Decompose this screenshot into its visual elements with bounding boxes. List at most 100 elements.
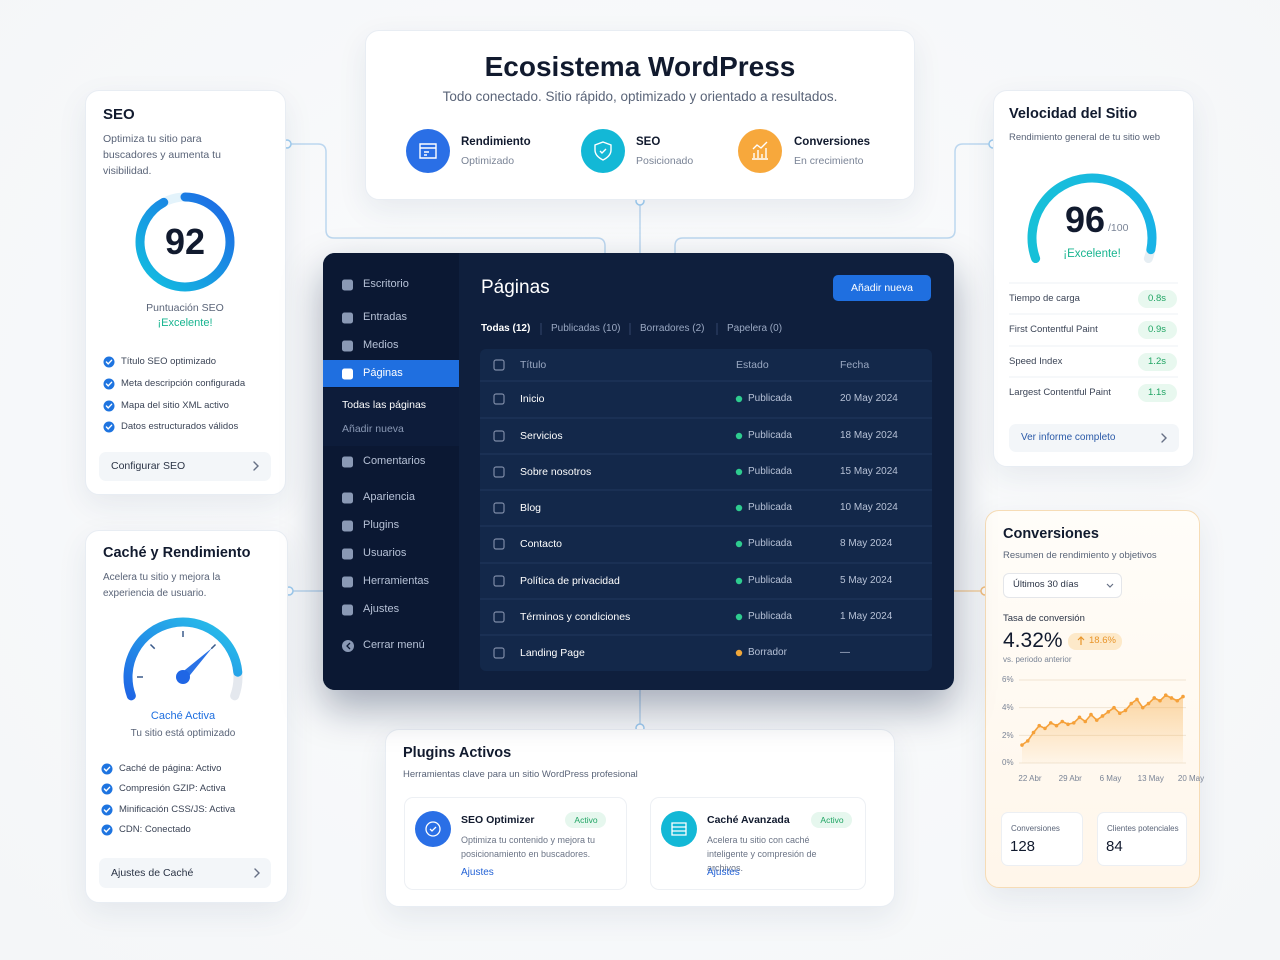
metric-badge [1138,384,1177,402]
column-header: Título [520,358,547,371]
row-status: Publicada [748,430,792,441]
cache-status: Caché Activa [150,710,216,723]
card-title: Velocidad del Sitio [1009,106,1138,123]
row-date: 10 May 2024 [840,502,898,513]
menu-item[interactable]: Páginas [363,367,403,380]
submenu-item[interactable]: Añadir nueva [342,422,404,435]
rate-label: Tasa de conversión [1003,613,1085,625]
score-label: Puntuación SEO [146,301,224,314]
menu-item[interactable]: Comentarios [363,455,426,468]
tab[interactable]: Borradores (2) [640,323,705,334]
tab[interactable]: Todas (12) [481,323,531,334]
row-title[interactable]: Landing Page [520,646,585,659]
y-tick-label: 0% [1002,758,1014,768]
period-label: Últimos 30 días [1013,579,1079,591]
row-title[interactable]: Política de privacidad [520,574,620,587]
row-date: 8 May 2024 [840,538,893,549]
menu-item[interactable]: Apariencia [363,491,415,504]
button-label: Configurar SEO [111,459,186,472]
change-value: 18.6% [1089,635,1116,647]
plugin-badge-label: Activo [820,814,844,825]
row-status: Publicada [748,575,792,586]
rate-value: 4.32% [1003,629,1063,653]
column-header: Fecha [840,358,870,371]
metric-label: First Contentful Paint [1009,324,1098,336]
feature-title: Conversiones [794,136,871,149]
menu-item[interactable]: Plugins [363,519,400,532]
menu-item[interactable]: Escritorio [363,278,409,291]
row-date: — [840,647,850,658]
y-tick-label: 2% [1002,730,1014,740]
admin-title: Páginas [481,276,550,298]
plugin-badge [811,812,852,828]
check-item: Minificación CSS/JS: Activa [119,804,236,816]
row-date: 5 May 2024 [840,575,893,586]
page-subtitle: Todo conectado. Sitio rápido, optimizado… [442,88,838,104]
metric-label: Largest Contentful Paint [1009,387,1111,399]
menu-item[interactable]: Usuarios [363,547,407,560]
button[interactable] [99,858,271,888]
plugin-description: Optimiza tu contenido y mejora tu posici… [461,835,596,859]
row-date: 15 May 2024 [840,466,898,477]
add-button[interactable] [833,275,931,301]
link-button[interactable] [1009,424,1179,452]
score-suffix: /100 [1108,221,1129,234]
feature-sub: En crecimiento [794,154,864,167]
plugin-link[interactable]: Ajustes [707,867,740,878]
metric-value: 1.1s [1148,387,1166,399]
row-date: 1 May 2024 [840,611,893,622]
score-value: 96 [1064,199,1105,241]
stat-label: Clientes potenciales [1107,824,1179,834]
card-title: Conversiones [1003,526,1099,543]
row-date: 18 May 2024 [840,430,898,441]
menu-item[interactable]: Herramientas [363,575,430,588]
y-tick-label: 4% [1002,702,1014,712]
row-title[interactable]: Contacto [520,537,563,550]
submenu-bg [323,388,459,446]
plugin-badge-label: Activo [574,814,598,825]
table-bg [480,349,932,671]
menu-item[interactable]: Entradas [363,311,408,324]
link-label: Ver informe completo [1021,432,1116,443]
feature-sub: Optimizado [461,154,515,167]
card-subtitle: Rendimiento general de tu sitio web [1009,132,1161,144]
feature-title: SEO [636,136,661,149]
metric-value: 0.8s [1148,293,1166,305]
plugin-name: Caché Avanzada [707,813,790,826]
metric-badge [1138,321,1177,339]
card-title: SEO [103,106,135,123]
menu-close[interactable]: Cerrar menú [363,639,425,652]
plugin-link[interactable]: Ajustes [461,867,494,878]
row-status: Publicada [748,466,792,477]
row-status: Borrador [748,647,787,658]
y-tick-label: 6% [1002,675,1014,685]
tab[interactable]: Papelera (0) [727,323,783,334]
row-title[interactable]: Términos y condiciones [520,610,631,623]
row-title[interactable]: Sobre nosotros [520,465,592,478]
row-title[interactable]: Inicio [520,392,545,405]
row-status: Publicada [748,538,792,549]
check-item: Caché de página: Activo [119,763,222,775]
button[interactable] [99,452,271,481]
feature-title: Rendimiento [461,136,531,149]
card-subtitle: Resumen de rendimiento y objetivos [1003,550,1157,562]
row-status: Publicada [748,611,792,622]
row-title[interactable]: Servicios [520,429,563,442]
menu-item[interactable]: Medios [363,339,399,352]
check-item: Mapa del sitio XML activo [121,400,229,412]
submenu-item[interactable]: Todas las páginas [342,398,427,411]
x-tick-label: 20 May [1177,774,1205,784]
menu-item[interactable]: Ajustes [363,603,400,616]
speed-card [993,90,1194,467]
row-title[interactable]: Blog [520,501,542,514]
plugin-description: Acelera tu sitio con caché inteligente y… [707,835,817,873]
period-select[interactable] [1003,573,1122,598]
row-status: Publicada [748,502,792,513]
card-title: Caché y Rendimiento [103,545,251,562]
check-item: Datos estructurados válidos [121,421,239,433]
tab[interactable]: Publicadas (10) [551,323,621,334]
metric-value: 1.2s [1148,356,1166,368]
stat-box [1001,812,1083,866]
row-date: 20 May 2024 [840,393,898,404]
check-item: CDN: Conectado [119,824,191,836]
